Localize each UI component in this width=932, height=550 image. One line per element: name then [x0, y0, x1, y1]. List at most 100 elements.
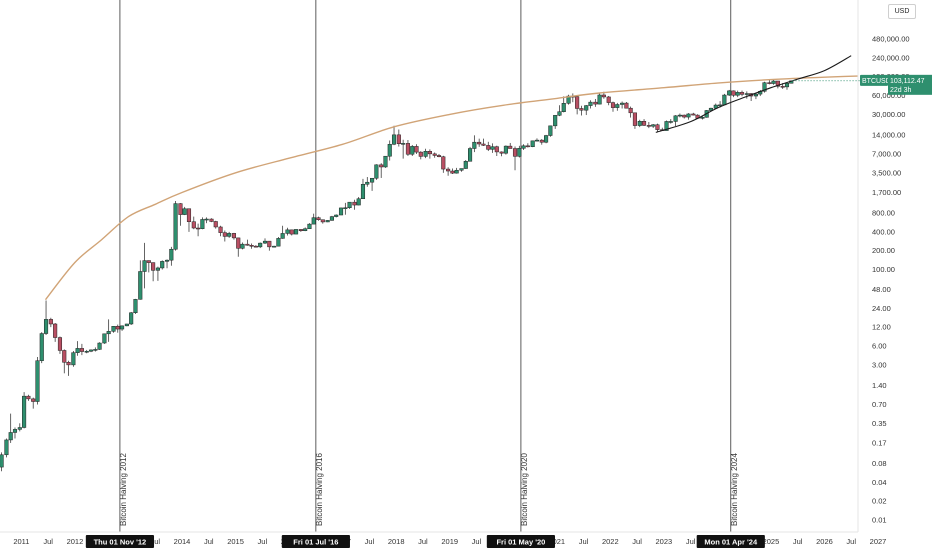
time-tick-label: 2012 — [67, 537, 84, 546]
candle-body — [106, 331, 111, 335]
candle-body — [84, 351, 89, 353]
candle-body — [115, 326, 120, 330]
candle-body — [48, 319, 53, 325]
candle-body — [731, 90, 736, 96]
halving-date-marker — [85, 535, 155, 548]
candle-body — [62, 350, 67, 363]
currency-label[interactable]: USD — [888, 4, 916, 19]
candle-body — [606, 96, 611, 103]
candle-body — [762, 82, 767, 92]
time-tick-label: Jul — [686, 537, 696, 546]
candle-body — [655, 124, 660, 130]
price-tick-label: 14,000.00 — [872, 131, 905, 140]
candle-body — [4, 439, 9, 456]
time-tick-label: Jul — [365, 537, 375, 546]
price-tick-label: 1.40 — [872, 381, 887, 390]
candle-body — [525, 145, 530, 148]
candle-body — [575, 96, 580, 109]
candle-body — [463, 161, 468, 169]
candle-body — [39, 333, 44, 361]
candle-body — [494, 146, 499, 153]
candle-body — [245, 243, 250, 246]
candle-body — [298, 229, 303, 232]
time-tick-label: Jul — [418, 537, 428, 546]
candle-body — [387, 144, 392, 157]
candle-body — [775, 80, 780, 87]
price-tick-label: 60,000.00 — [872, 91, 905, 100]
candle-body — [343, 207, 348, 209]
candle-body — [240, 243, 245, 249]
candle-body — [628, 107, 633, 114]
price-tick-label: 48.00 — [872, 285, 891, 294]
price-tick-label: 3.00 — [872, 360, 887, 369]
candle-body — [396, 134, 401, 144]
candle-body — [155, 267, 160, 271]
price-tick-label: 200.00 — [872, 246, 895, 255]
symbol-tag — [860, 74, 888, 86]
candle-body — [664, 121, 669, 131]
candle-body — [677, 114, 682, 117]
candle-body — [35, 360, 40, 402]
candle-body — [320, 219, 325, 223]
candle-body — [249, 245, 254, 247]
candle-body — [477, 141, 482, 145]
plot-background — [0, 0, 858, 532]
price-tick-label: 24.00 — [872, 304, 891, 313]
candle-countdown: 22d 3h — [890, 87, 912, 94]
candle-body — [708, 107, 714, 111]
candle-body — [718, 104, 723, 107]
candle-body — [97, 342, 102, 350]
halving-label: Bitcoin Halving 2016 — [315, 453, 324, 526]
time-tick-label: Jul — [204, 537, 214, 546]
candle-body — [632, 112, 637, 126]
candle-body — [71, 352, 76, 366]
candle-body — [427, 151, 432, 155]
price-tick-label: 0.35 — [872, 419, 887, 428]
candle-body — [391, 134, 397, 145]
time-tick-label: 2015 — [227, 537, 244, 546]
last-price-value: 103,112.47 — [890, 78, 925, 85]
candle-body — [164, 259, 170, 262]
time-axis[interactable]: 2011Jul2012Jul2014Jul2015Jul20162017Jul2… — [0, 531, 932, 550]
halving-date-text: Thu 01 Nov '12 — [94, 538, 147, 547]
candle-body — [231, 233, 237, 239]
candle-body — [88, 349, 94, 352]
candle-body — [26, 395, 31, 400]
candle-body — [579, 108, 584, 111]
time-tick-label: Jul — [579, 537, 589, 546]
resistance-curve[interactable] — [44, 74, 879, 301]
price-tick-label: 800.00 — [872, 208, 895, 217]
candle-body — [682, 114, 687, 118]
candle-body — [651, 124, 656, 127]
candle-body — [111, 326, 116, 332]
candle-body — [191, 221, 196, 229]
price-tick-label: 0.70 — [872, 400, 887, 409]
halving-date-marker — [486, 535, 556, 548]
candle-body — [539, 139, 544, 143]
candle-body — [303, 228, 308, 232]
candle-body — [767, 82, 772, 84]
candle-body — [735, 92, 740, 96]
candle-body — [325, 220, 330, 223]
time-tick-label: Jul — [43, 537, 53, 546]
price-tick-label: 400.00 — [872, 227, 895, 236]
support-curve[interactable] — [655, 55, 852, 133]
candle-body — [534, 139, 540, 142]
price-tick-label: 0.04 — [872, 478, 887, 487]
candle-body — [272, 245, 277, 248]
candle-body — [370, 177, 375, 183]
candle-body — [209, 218, 214, 222]
candle-body — [307, 223, 312, 229]
candle-body — [610, 102, 616, 108]
candle-body — [31, 398, 36, 402]
candle-body — [561, 103, 566, 112]
candle-body — [129, 312, 134, 325]
candle-body — [79, 348, 84, 352]
halving-date-text: Fri 01 May '20 — [496, 538, 545, 547]
candle-body — [43, 319, 49, 334]
candle-body — [401, 143, 406, 145]
candle-body — [584, 105, 589, 111]
candle-body — [146, 260, 151, 263]
candle-body — [352, 201, 357, 206]
